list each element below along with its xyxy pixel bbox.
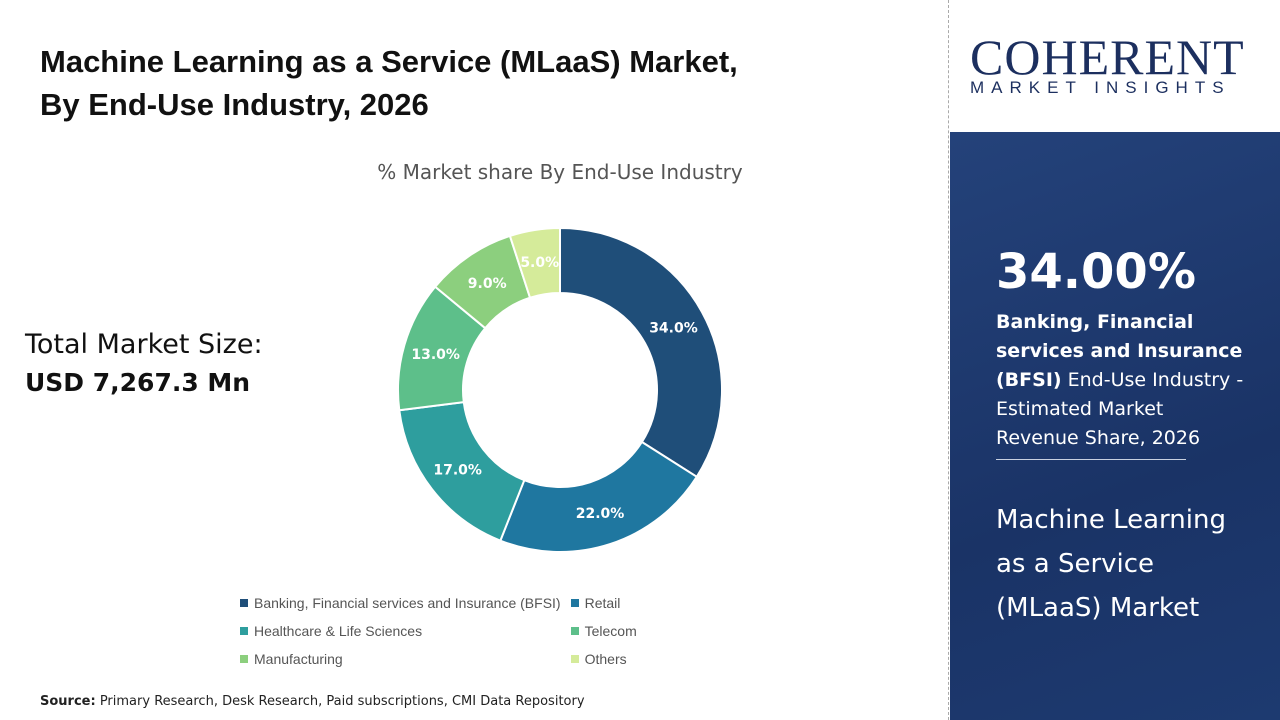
slice-5 — [508, 226, 561, 300]
legend: Banking, Financial services and Insuranc… — [240, 594, 637, 668]
legend-swatch — [240, 599, 248, 607]
data-label: 13.0% — [411, 347, 460, 363]
legend-swatch — [570, 655, 579, 663]
legend-label: Banking, Financial services and Insuranc… — [254, 595, 561, 611]
data-label: 17.0% — [433, 462, 482, 478]
legend-swatch — [240, 655, 248, 663]
panel-divider — [996, 459, 1186, 460]
desc-rest: End-Use Industry - Estimated Market Reve… — [996, 369, 1244, 449]
source-label: Source: — [40, 694, 96, 709]
legend-item: Others — [570, 650, 637, 668]
legend-label: Telecom — [584, 623, 637, 639]
data-label: 22.0% — [576, 506, 625, 522]
legend-item: Banking, Financial services and Insuranc… — [240, 594, 561, 612]
slice-0 — [559, 226, 723, 479]
info-panel: 34.00% Banking, Financial services and I… — [950, 132, 1280, 720]
total-market-size: Total Market Size: USD 7,267.3 Mn — [25, 326, 263, 402]
market-name: Machine Learning as a Service (MLaaS) Ma… — [996, 505, 1226, 623]
total-label: Total Market Size: — [25, 329, 263, 360]
slice-1 — [499, 440, 699, 553]
highlight-description: Banking, Financial services and Insuranc… — [996, 308, 1246, 453]
desc-bold: Banking, Financial services and Insuranc… — [996, 311, 1243, 391]
divider — [948, 0, 949, 720]
source-text: Primary Research, Desk Research, Paid su… — [95, 694, 585, 709]
total-value: USD 7,267.3 Mn — [25, 368, 251, 397]
data-label: 9.0% — [468, 276, 507, 292]
legend-item: Retail — [570, 594, 637, 612]
legend-item: Manufacturing — [240, 650, 561, 668]
legend-label: Retail — [584, 595, 621, 611]
donut-chart: 34.0% 22.0% 17.0% 13.0% 9.0% 5.0% — [397, 226, 723, 553]
logo-tagline: MARKET INSIGHTS — [970, 78, 1231, 97]
data-label: 34.0% — [649, 321, 698, 337]
legend-label: Manufacturing — [254, 651, 343, 667]
legend-swatch — [570, 627, 579, 635]
legend-item: Healthcare & Life Sciences — [240, 622, 561, 640]
legend-swatch — [240, 627, 248, 635]
legend-label: Others — [584, 651, 627, 667]
page-title: Machine Learning as a Service (MLaaS) Ma… — [40, 40, 940, 126]
title-line-2: By End-Use Industry, 2026 — [40, 87, 429, 122]
logo: COHERENT MARKET INSIGHTS — [950, 0, 1280, 132]
source-note: Source: Primary Research, Desk Research,… — [40, 694, 585, 709]
data-label: 5.0% — [520, 255, 559, 271]
logo-word: COHERENT — [970, 29, 1245, 85]
highlight-percent: 34.00% — [996, 244, 1196, 300]
chart-title: % Market share By End-Use Industry — [377, 160, 743, 184]
legend-item: Telecom — [570, 622, 637, 640]
legend-label: Healthcare & Life Sciences — [254, 623, 423, 639]
title-line-1: Machine Learning as a Service (MLaaS) Ma… — [40, 44, 738, 79]
legend-swatch — [570, 599, 579, 607]
